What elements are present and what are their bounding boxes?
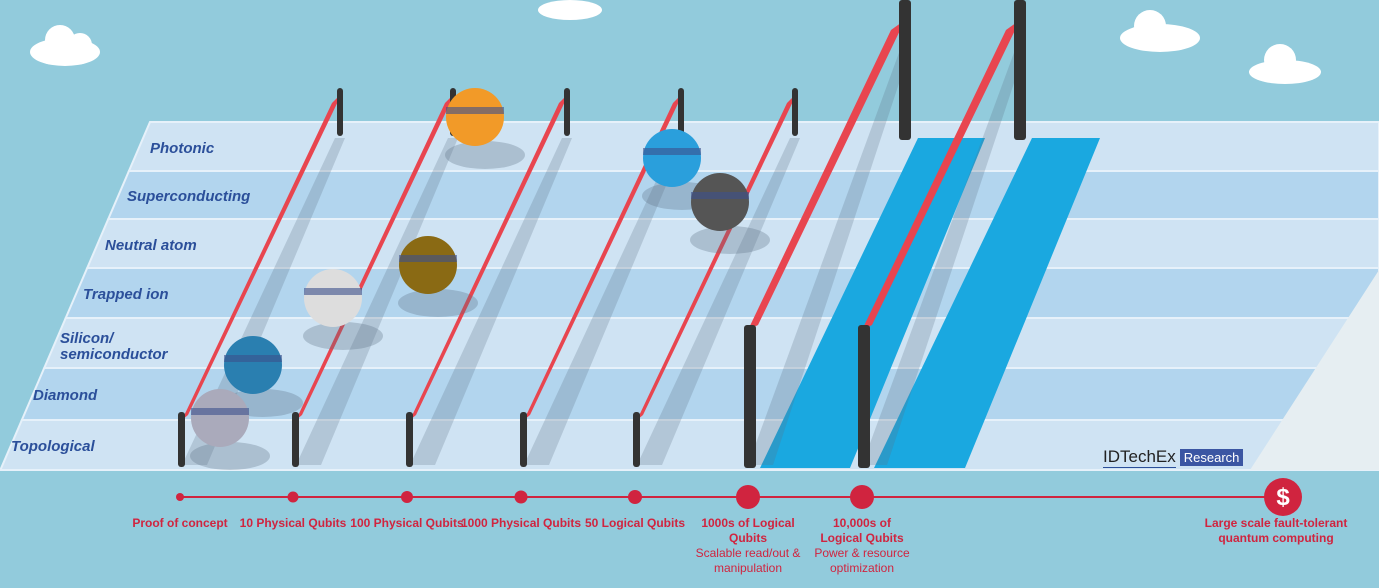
lane-label: Trapped ion <box>83 286 169 303</box>
milestone-dot-6 <box>850 485 874 509</box>
milestone-label: 1000s of Logical Qubits Scalable read/out… <box>683 516 813 576</box>
milestone-title: 10 Physical Qubits <box>239 516 347 530</box>
track-end <box>1250 270 1379 470</box>
lane-4 <box>42 317 1379 369</box>
hurdle-1 <box>296 93 455 420</box>
milestone-dot-5 <box>736 485 760 509</box>
milestone-label: Large scale fault-tolerant quantum compu… <box>1201 516 1351 546</box>
qubit-runner-2 <box>691 173 749 231</box>
idtechex-logo: IDTechEx Research <box>1103 447 1244 468</box>
lane-0 <box>127 121 1379 172</box>
milestone-label: Proof of concept <box>115 516 245 531</box>
milestone-dot-2 <box>401 491 413 503</box>
milestone-label: 10,000s of Logical Qubits Power & resourc… <box>812 516 912 576</box>
milestone-sub: Scalable read/out & manipulation <box>695 546 801 575</box>
hurdle-0 <box>182 93 342 420</box>
clouds <box>30 0 1321 84</box>
qubit-runner-5 <box>224 336 282 394</box>
hurdle-6 <box>862 20 1020 330</box>
milestone-label: 1000 Physical Qubits <box>456 516 586 531</box>
milestone-title: 1000 Physical Qubits <box>460 516 582 530</box>
water-pit-0 <box>760 138 985 468</box>
hurdle-2 <box>410 93 569 420</box>
milestone-title: 10,000s of Logical Qubits <box>820 516 904 545</box>
qubit-runner-4 <box>304 269 362 327</box>
lane-3 <box>64 267 1379 319</box>
milestone-title: 100 Physical Qubits <box>350 516 464 530</box>
milestone-title: Large scale fault-tolerant quantum compu… <box>1204 516 1348 545</box>
lane-label: Topological <box>11 438 95 455</box>
milestone-title: Proof of concept <box>132 516 228 530</box>
milestone-dot-3 <box>514 490 528 504</box>
svg-text:$: $ <box>1276 484 1290 511</box>
milestone-label: 50 Logical Qubits <box>570 516 700 531</box>
qubit-runner-3 <box>399 236 457 294</box>
water-pit-1 <box>874 138 1100 468</box>
hurdles-and-runners <box>178 0 1100 470</box>
dollar-icon <box>1264 478 1302 516</box>
milestone-label: 10 Physical Qubits <box>228 516 358 531</box>
lane-label: Neutral atom <box>105 237 197 254</box>
milestone-dot-0 <box>176 493 184 501</box>
milestone-title: 50 Logical Qubits <box>584 516 686 530</box>
hurdle-3 <box>524 93 683 420</box>
lane-label: Silicon/ semiconductor <box>60 330 168 363</box>
milestone-title: 1000s of Logical Qubits <box>701 516 795 545</box>
lane-label: Photonic <box>150 140 215 157</box>
milestone-sub: Power & resource optimization <box>814 546 910 575</box>
timeline-dots <box>176 485 874 509</box>
qubit-runner-6 <box>191 389 249 447</box>
qubit-runner-1 <box>643 129 701 187</box>
hurdle-5 <box>748 20 905 330</box>
milestone-dot-1 <box>287 491 299 503</box>
qubit-runner-0 <box>446 88 504 146</box>
milestone-label: 100 Physical Qubits <box>342 516 472 531</box>
hurdle-4 <box>637 93 797 420</box>
lane-label: Superconducting <box>127 188 251 205</box>
lane-label: Diamond <box>33 387 98 404</box>
milestone-dot-4 <box>628 490 642 504</box>
